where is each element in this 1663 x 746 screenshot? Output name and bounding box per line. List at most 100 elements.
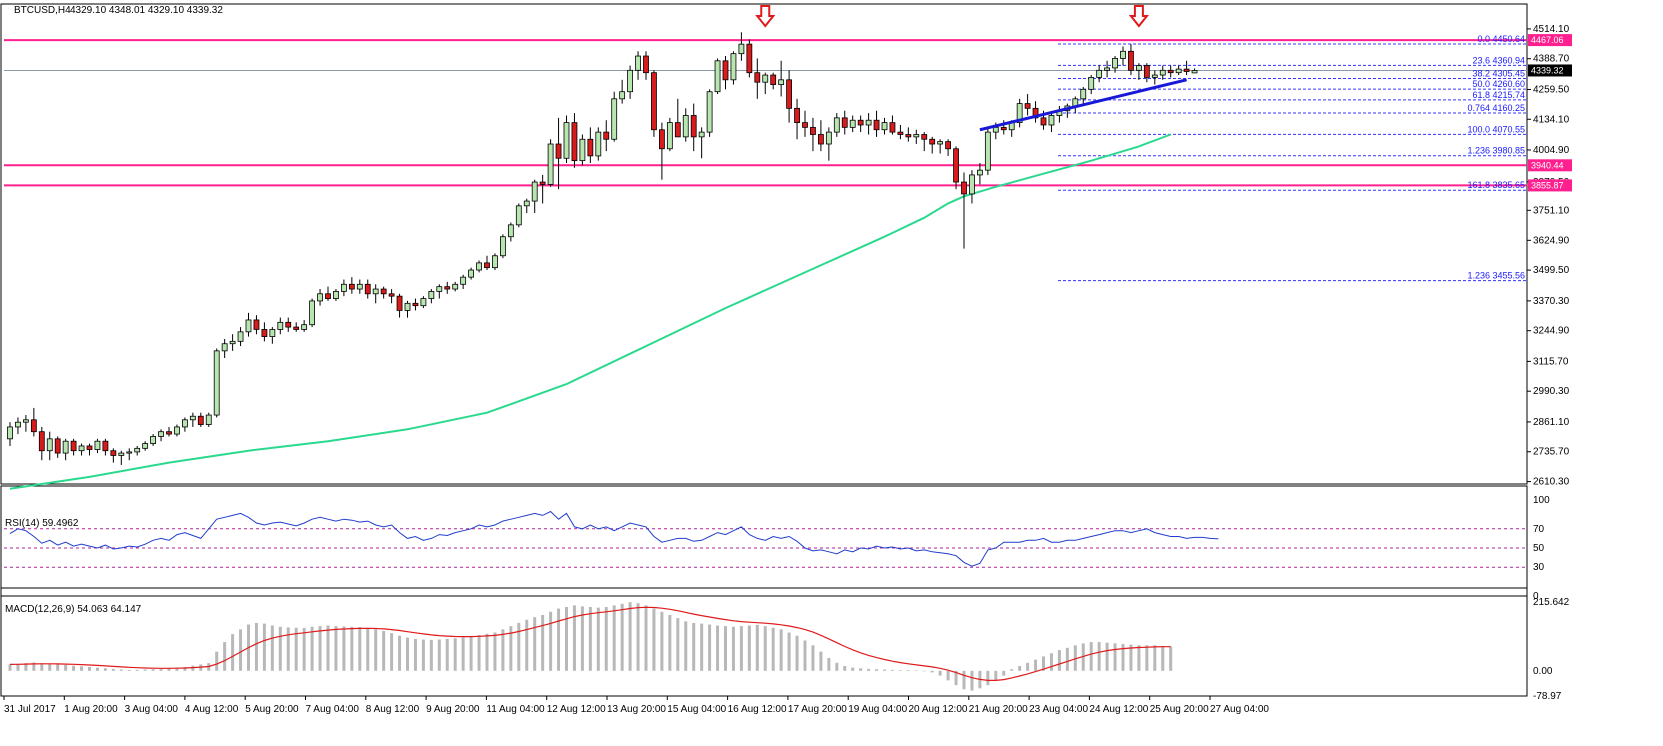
candle-body <box>15 421 21 428</box>
macd-histogram-bar <box>779 629 783 671</box>
candle-body <box>635 55 641 71</box>
candle-body <box>1183 68 1190 72</box>
candle-body <box>134 447 141 453</box>
macd-histogram-bar <box>16 663 20 671</box>
time-tick-label: 21 Aug 20:00 <box>969 704 1028 715</box>
candle-body <box>492 255 498 269</box>
price-box-label: 4467.06 <box>1531 35 1564 45</box>
macd-histogram-bar <box>700 623 704 671</box>
candle-body <box>722 60 729 81</box>
candle-body <box>110 450 117 456</box>
rsi-tick-label: 100 <box>1533 495 1550 506</box>
macd-histogram-bar <box>986 670 990 686</box>
macd-histogram-bar <box>1026 662 1030 671</box>
time-tick-label: 23 Aug 04:00 <box>1029 704 1088 715</box>
time-tick-label: 7 Aug 04:00 <box>306 704 360 715</box>
macd-histogram-bar <box>1081 643 1085 671</box>
rsi-tick-label: 70 <box>1533 524 1545 535</box>
rsi-tick-label: 0 <box>1533 591 1539 602</box>
candle-body <box>555 143 562 159</box>
fib-label: 1.236 3455.56 <box>1467 271 1525 281</box>
candle-body <box>833 117 840 133</box>
macd-histogram-bar <box>183 666 187 671</box>
trendline[interactable] <box>979 78 1187 132</box>
candle-body <box>372 288 379 295</box>
candle-body <box>301 324 308 330</box>
macd-histogram-bar <box>1137 645 1141 671</box>
fib-label: 161.8 3835.65 <box>1467 180 1525 190</box>
macd-histogram-bar <box>906 670 910 671</box>
macd-histogram-bar <box>413 638 417 671</box>
price-box <box>1528 159 1572 172</box>
macd-histogram-bar <box>342 626 346 671</box>
macd-histogram-bar <box>318 626 322 671</box>
price-tick-label: 2610.30 <box>1533 477 1570 488</box>
macd-histogram-bar <box>914 670 918 671</box>
arrow-markers <box>755 5 1149 28</box>
macd-histogram-bar <box>24 663 28 671</box>
macd-histogram-bar <box>946 670 950 681</box>
macd-histogram-bar <box>40 663 44 671</box>
time-tick-label: 5 Aug 20:00 <box>245 704 299 715</box>
candle-body <box>174 426 180 435</box>
candle-body <box>666 122 673 150</box>
price-tick-label: 4004.90 <box>1533 145 1570 156</box>
panel-border-1 <box>0 485 1528 597</box>
candle-body <box>340 283 347 292</box>
macd-histogram-bar <box>437 639 441 671</box>
macd-tick-label: 0.00 <box>1533 666 1553 677</box>
macd-histogram-bar <box>684 621 688 671</box>
macd-histogram-bar <box>406 637 409 671</box>
macd-histogram-bar <box>795 635 799 671</box>
candle-body <box>889 122 896 133</box>
macd-histogram-bar <box>135 669 139 671</box>
candle-body <box>1024 103 1031 109</box>
macd-histogram-bar <box>429 639 433 671</box>
macd-histogram-bar <box>628 602 632 671</box>
candle-body <box>913 134 920 138</box>
time-tick-label: 3 Aug 04:00 <box>125 704 179 715</box>
macd-histogram-bar <box>80 666 84 671</box>
price-tick-label: 2735.70 <box>1533 447 1570 458</box>
candle-body <box>945 141 951 150</box>
candle-body <box>1000 126 1007 131</box>
candle-body <box>531 181 538 202</box>
candle-body <box>818 134 824 145</box>
macd-histogram-bar <box>326 625 330 671</box>
time-tick-label: 9 Aug 20:00 <box>426 704 480 715</box>
candle-body <box>1104 67 1110 71</box>
candle-body <box>285 321 292 328</box>
macd-histogram-bar <box>1153 645 1157 671</box>
candle-body <box>865 119 872 126</box>
price-box-label: 3855.87 <box>1531 180 1564 190</box>
macd-histogram-bar <box>151 669 155 671</box>
macd-histogram-bar <box>644 605 648 671</box>
macd-histogram-bar <box>72 665 76 671</box>
candle-body <box>468 269 475 278</box>
candle-body <box>1136 65 1142 71</box>
macd-histogram-bar <box>215 651 219 671</box>
candle-body <box>348 283 355 290</box>
candle-body <box>452 283 459 290</box>
macd-histogram-bar <box>541 614 545 671</box>
macd-histogram-bar <box>660 611 664 671</box>
price-box <box>1528 179 1572 192</box>
candle-body <box>1088 77 1095 90</box>
candle-body <box>484 262 490 269</box>
macd-histogram-bar <box>938 670 942 676</box>
macd-histogram-bar <box>652 608 656 671</box>
candle-body <box>150 436 157 444</box>
candle-body <box>245 319 252 333</box>
candle-body <box>674 122 681 138</box>
candle-body <box>627 69 633 93</box>
macd-histogram-bar <box>127 669 131 671</box>
candle-body <box>364 283 371 295</box>
macd-histogram-bar <box>1105 642 1109 671</box>
candle-body <box>229 340 236 345</box>
candle-body <box>921 134 928 140</box>
candle-body <box>213 350 220 416</box>
symbol-label: BTCUSD,H4 <box>14 5 71 16</box>
macd-histogram-bar <box>310 626 314 671</box>
candle-body <box>969 174 975 195</box>
